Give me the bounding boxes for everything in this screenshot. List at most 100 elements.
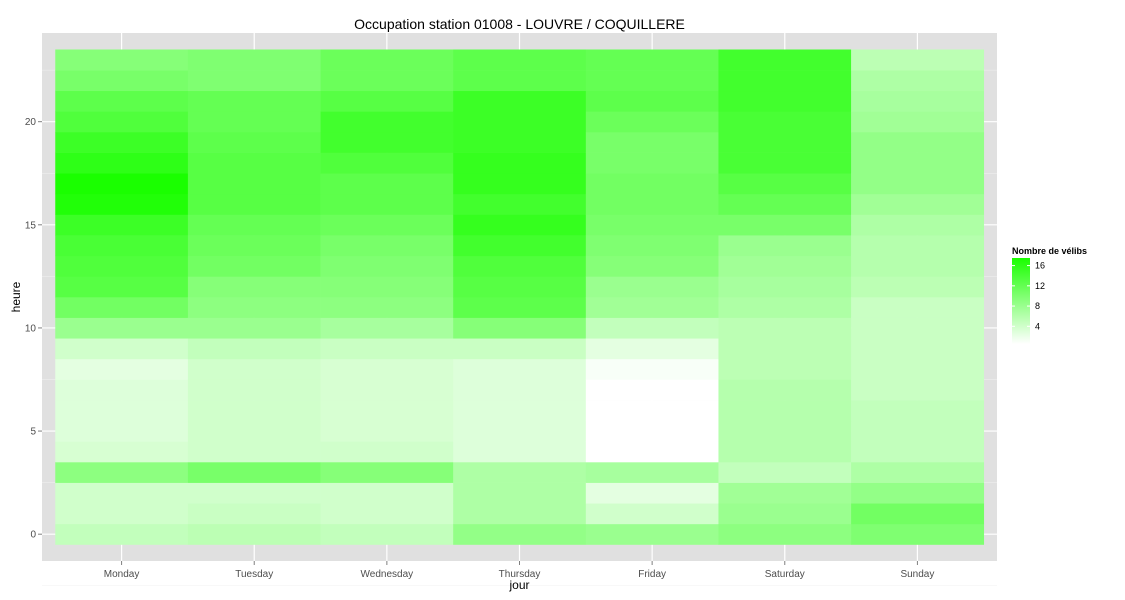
- heatmap-cell: [320, 132, 454, 153]
- heatmap-cell: [585, 173, 719, 195]
- heatmap-cell: [187, 400, 321, 422]
- heatmap-cell: [55, 503, 189, 525]
- heatmap-cell: [453, 111, 587, 133]
- heatmap-cell: [585, 503, 719, 525]
- heatmap-cell: [718, 462, 852, 483]
- heatmap-cell: [187, 111, 321, 133]
- heatmap-cell: [187, 235, 321, 257]
- heatmap-cell: [55, 338, 189, 360]
- heatmap-cell: [585, 90, 719, 112]
- heatmap-cell: [453, 441, 587, 463]
- heatmap-cell: [453, 462, 587, 483]
- heatmap-cell: [453, 255, 587, 277]
- heatmap-cells: [55, 49, 985, 545]
- heatmap-cell: [585, 462, 719, 483]
- heatmap-cell: [55, 297, 189, 318]
- x-tick-label: Wednesday: [361, 569, 414, 580]
- heatmap-cell: [585, 70, 719, 92]
- heatmap-cell: [453, 400, 587, 422]
- heatmap-cell: [718, 482, 852, 504]
- heatmap-cell: [718, 173, 852, 195]
- legend-tick-label: 4: [1035, 321, 1040, 331]
- heatmap-cell: [851, 173, 985, 195]
- heatmap-cell: [187, 173, 321, 195]
- heatmap-cell: [453, 49, 587, 71]
- heatmap-cell: [585, 235, 719, 257]
- heatmap-cell: [187, 132, 321, 153]
- x-tick-label: Saturday: [765, 569, 805, 580]
- heatmap-cell: [320, 317, 454, 339]
- heatmap-cell: [320, 193, 454, 215]
- heatmap-cell: [55, 441, 189, 463]
- heatmap-cell: [585, 482, 719, 504]
- legend-colorbar: [1012, 258, 1030, 344]
- heatmap-cell: [453, 338, 587, 360]
- heatmap-cell: [851, 276, 985, 298]
- heatmap-cell: [55, 214, 189, 236]
- heatmap-cell: [55, 132, 189, 153]
- heatmap-cell: [55, 482, 189, 504]
- heatmap-cell: [585, 255, 719, 277]
- heatmap-cell: [453, 317, 587, 339]
- heatmap-cell: [55, 317, 189, 339]
- heatmap-cell: [453, 276, 587, 298]
- heatmap-cell: [320, 400, 454, 422]
- heatmap-cell: [453, 152, 587, 174]
- heatmap-cell: [718, 49, 852, 71]
- heatmap-cell: [851, 152, 985, 174]
- heatmap-cell: [851, 358, 985, 380]
- heatmap-cell: [55, 400, 189, 422]
- heatmap-cell: [718, 338, 852, 360]
- heatmap-cell: [851, 482, 985, 504]
- heatmap-cell: [453, 235, 587, 257]
- heatmap-cell: [320, 90, 454, 112]
- heatmap-cell: [851, 49, 985, 71]
- heatmap-cell: [320, 503, 454, 525]
- x-tick-label: Sunday: [900, 569, 934, 580]
- heatmap-cell: [453, 523, 587, 545]
- heatmap-cell: [187, 523, 321, 545]
- x-axis-title: jour: [508, 578, 529, 592]
- y-axis-title: heure: [9, 281, 23, 312]
- heatmap-cell: [851, 317, 985, 339]
- heatmap-cell: [718, 111, 852, 133]
- heatmap-cell: [585, 379, 719, 401]
- heatmap-cell: [718, 420, 852, 442]
- heatmap-cell: [320, 173, 454, 195]
- heatmap-cell: [453, 70, 587, 92]
- heatmap-cell: [585, 400, 719, 422]
- heatmap-cell: [718, 503, 852, 525]
- heatmap-cell: [187, 358, 321, 380]
- heatmap-cell: [718, 317, 852, 339]
- legend-tick-label: 12: [1035, 281, 1045, 291]
- y-tick-label: 0: [30, 530, 36, 541]
- heatmap-cell: [585, 152, 719, 174]
- heatmap-cell: [55, 255, 189, 277]
- heatmap-cell: [320, 441, 454, 463]
- heatmap-cell: [718, 255, 852, 277]
- heatmap-cell: [851, 255, 985, 277]
- heatmap-cell: [320, 462, 454, 483]
- heatmap-cell: [55, 49, 189, 71]
- heatmap-cell: [453, 132, 587, 153]
- x-tick-label: Friday: [638, 569, 666, 580]
- heatmap-cell: [585, 49, 719, 71]
- heatmap-cell: [585, 441, 719, 463]
- heatmap-cell: [320, 297, 454, 318]
- heatmap-cell: [718, 193, 852, 215]
- heatmap-cell: [187, 90, 321, 112]
- heatmap-cell: [851, 297, 985, 318]
- heatmap-cell: [585, 317, 719, 339]
- heatmap-cell: [187, 70, 321, 92]
- legend-title: Nombre de vélibs: [1012, 246, 1087, 256]
- y-tick-label: 20: [25, 117, 37, 128]
- heatmap-cell: [187, 420, 321, 442]
- heatmap-cell: [453, 173, 587, 195]
- heatmap-cell: [718, 358, 852, 380]
- heatmap-cell: [320, 420, 454, 442]
- legend-ticks: 4 8 12 16: [1012, 261, 1045, 331]
- heatmap-cell: [453, 358, 587, 380]
- heatmap-cell: [851, 523, 985, 545]
- heatmap-cell: [453, 503, 587, 525]
